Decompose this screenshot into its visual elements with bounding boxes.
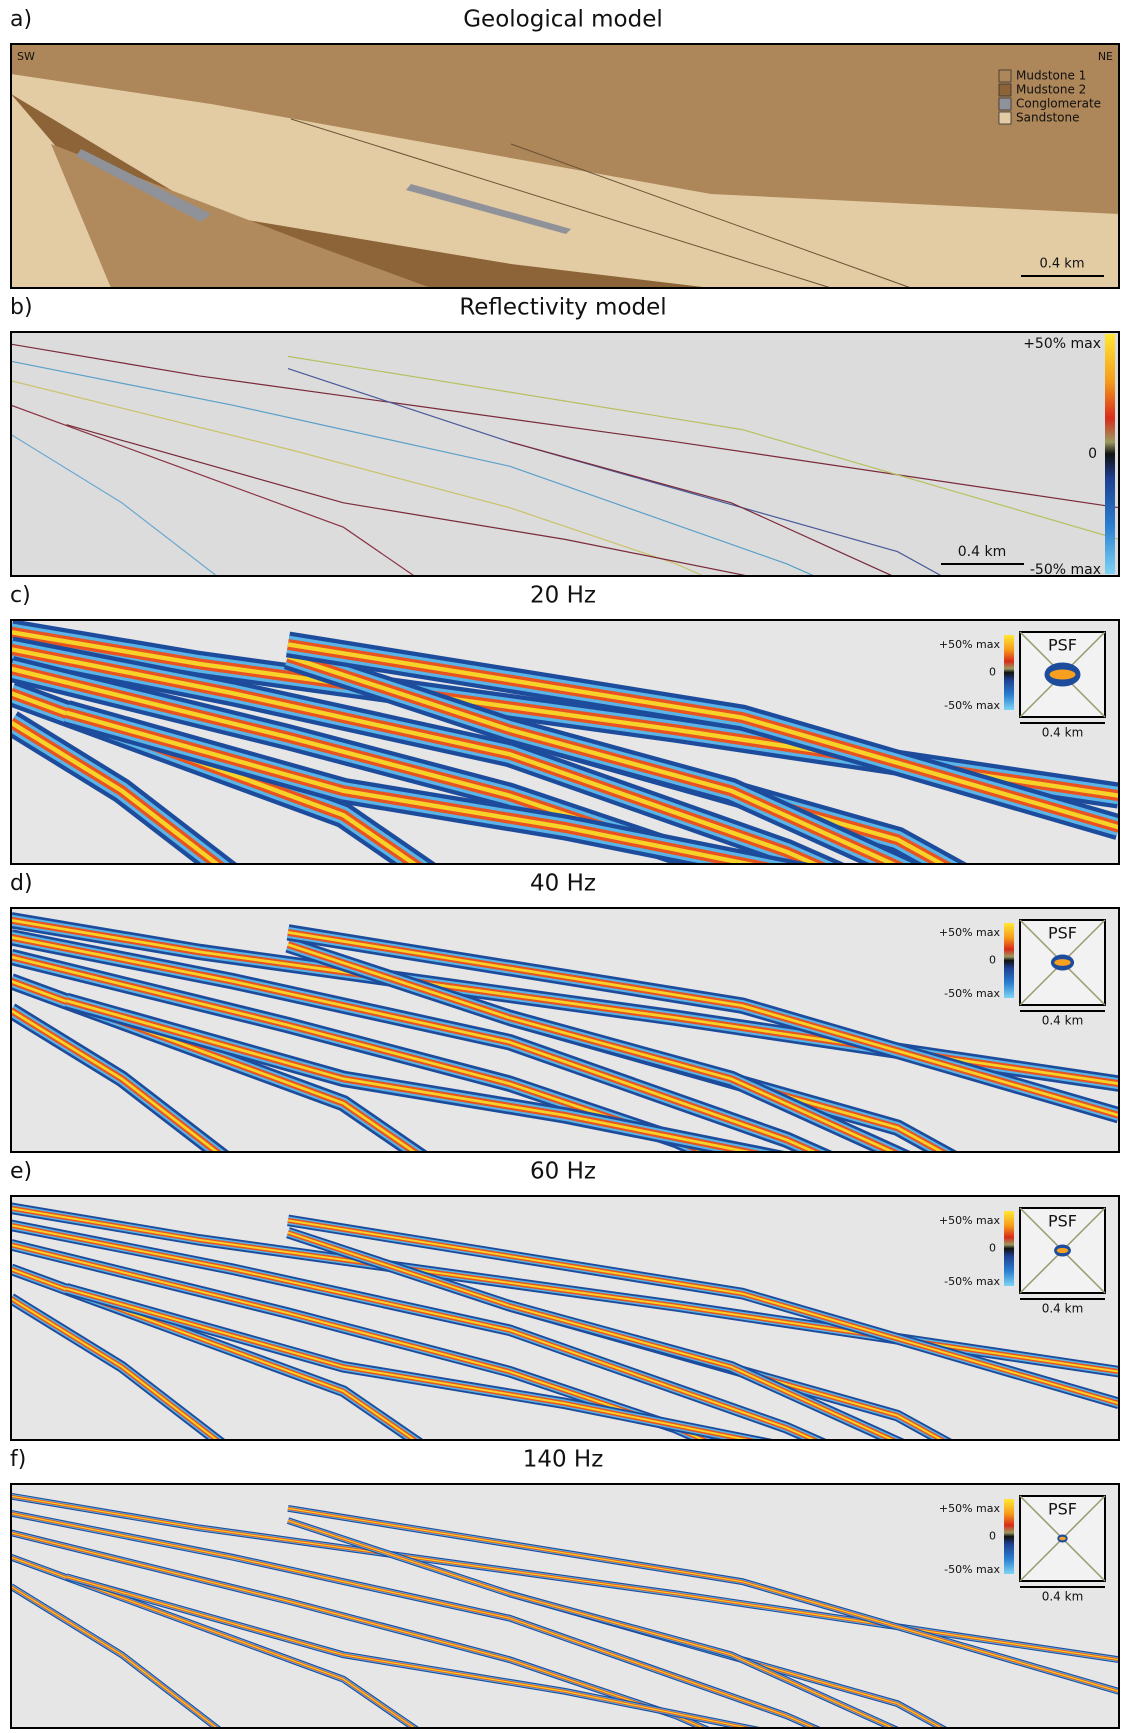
panel-image	[11, 1484, 1119, 1733]
side-label: NE	[1098, 50, 1113, 63]
panel-image	[11, 908, 1119, 1164]
scale-label: 0.4 km	[1042, 1590, 1084, 1604]
psf-core	[1050, 670, 1076, 680]
colorbar-label: 0	[1088, 446, 1097, 462]
colorbar	[1004, 1211, 1014, 1286]
legend-label: Sandstone	[1016, 111, 1079, 125]
psf-label: PSF	[1048, 924, 1077, 943]
panel: d) 40 Hz +50% max 0 -50% max PSF 0.4 km	[10, 871, 1119, 1165]
panel-image	[11, 332, 1119, 588]
panel-image	[11, 1196, 1119, 1452]
scale-label: 0.4 km	[1042, 726, 1084, 740]
panel: f) 140 Hz +50% max 0 -50% max PSF 0.4 km	[10, 1447, 1119, 1733]
legend-label: Mudstone 1	[1016, 69, 1086, 83]
colorbar-label: 0	[989, 666, 996, 679]
panel-image	[11, 620, 1119, 876]
colorbar-label: +50% max	[1023, 336, 1101, 352]
psf-core	[1059, 1537, 1066, 1541]
legend-label: Mudstone 2	[1016, 83, 1086, 97]
colorbar-label: +50% max	[939, 1214, 1001, 1227]
panel: c) 20 Hz +50% max 0 -50% max PSF 0.4 km	[10, 583, 1119, 877]
scale-label: 0.4 km	[1042, 1014, 1084, 1028]
figure: a) Geological model SW NE Mudstone 1Mudstone…	[0, 0, 1126, 1733]
colorbar	[1004, 635, 1014, 710]
panel-image	[11, 44, 1119, 288]
colorbar-label: +50% max	[939, 1502, 1001, 1515]
panel-letter: b)	[10, 295, 33, 320]
psf-core	[1054, 959, 1070, 966]
psf-core	[1057, 1248, 1069, 1253]
legend-swatch	[999, 84, 1011, 96]
scale-label: 0.4 km	[1040, 257, 1085, 272]
colorbar-label: 0	[989, 1242, 996, 1255]
scale-label: 0.4 km	[1042, 1302, 1084, 1316]
colorbar-label: +50% max	[939, 926, 1001, 939]
legend-swatch	[999, 98, 1011, 110]
panel-title: 40 Hz	[530, 871, 596, 897]
side-label: SW	[17, 50, 35, 63]
legend-swatch	[999, 112, 1011, 124]
colorbar	[1105, 334, 1115, 574]
panel: e) 60 Hz +50% max 0 -50% max PSF 0.4 km	[10, 1159, 1119, 1453]
panel-title: 60 Hz	[530, 1159, 596, 1185]
panel-title: Geological model	[463, 7, 663, 33]
panel-letter: c)	[10, 583, 31, 608]
colorbar-label: -50% max	[944, 1275, 1000, 1288]
psf-label: PSF	[1048, 1500, 1077, 1519]
legend-label: Conglomerate	[1016, 97, 1101, 111]
panel-title: 140 Hz	[523, 1447, 604, 1473]
panel-title: 20 Hz	[530, 583, 596, 609]
page: a) Geological model SW NE Mudstone 1Mudstone…	[0, 0, 1126, 1733]
psf-label: PSF	[1048, 636, 1077, 655]
colorbar	[1004, 923, 1014, 998]
colorbar-label: +50% max	[939, 638, 1001, 651]
scale-label: 0.4 km	[958, 544, 1006, 560]
colorbar-label: -50% max	[944, 987, 1000, 1000]
psf-label: PSF	[1048, 1212, 1077, 1231]
panel-letter: a)	[10, 7, 32, 32]
panel-letter: f)	[10, 1447, 26, 1472]
colorbar-label: -50% max	[944, 1563, 1000, 1576]
colorbar-label: -50% max	[944, 699, 1000, 712]
colorbar-label: 0	[989, 1530, 996, 1543]
panel: a) Geological model SW NE Mudstone 1Mudstone…	[10, 7, 1119, 289]
colorbar-label: 0	[989, 954, 996, 967]
panel-letter: d)	[10, 871, 33, 896]
colorbar	[1004, 1499, 1014, 1574]
panel-letter: e)	[10, 1159, 32, 1184]
panel-title: Reflectivity model	[459, 295, 666, 321]
legend-swatch	[999, 70, 1011, 82]
